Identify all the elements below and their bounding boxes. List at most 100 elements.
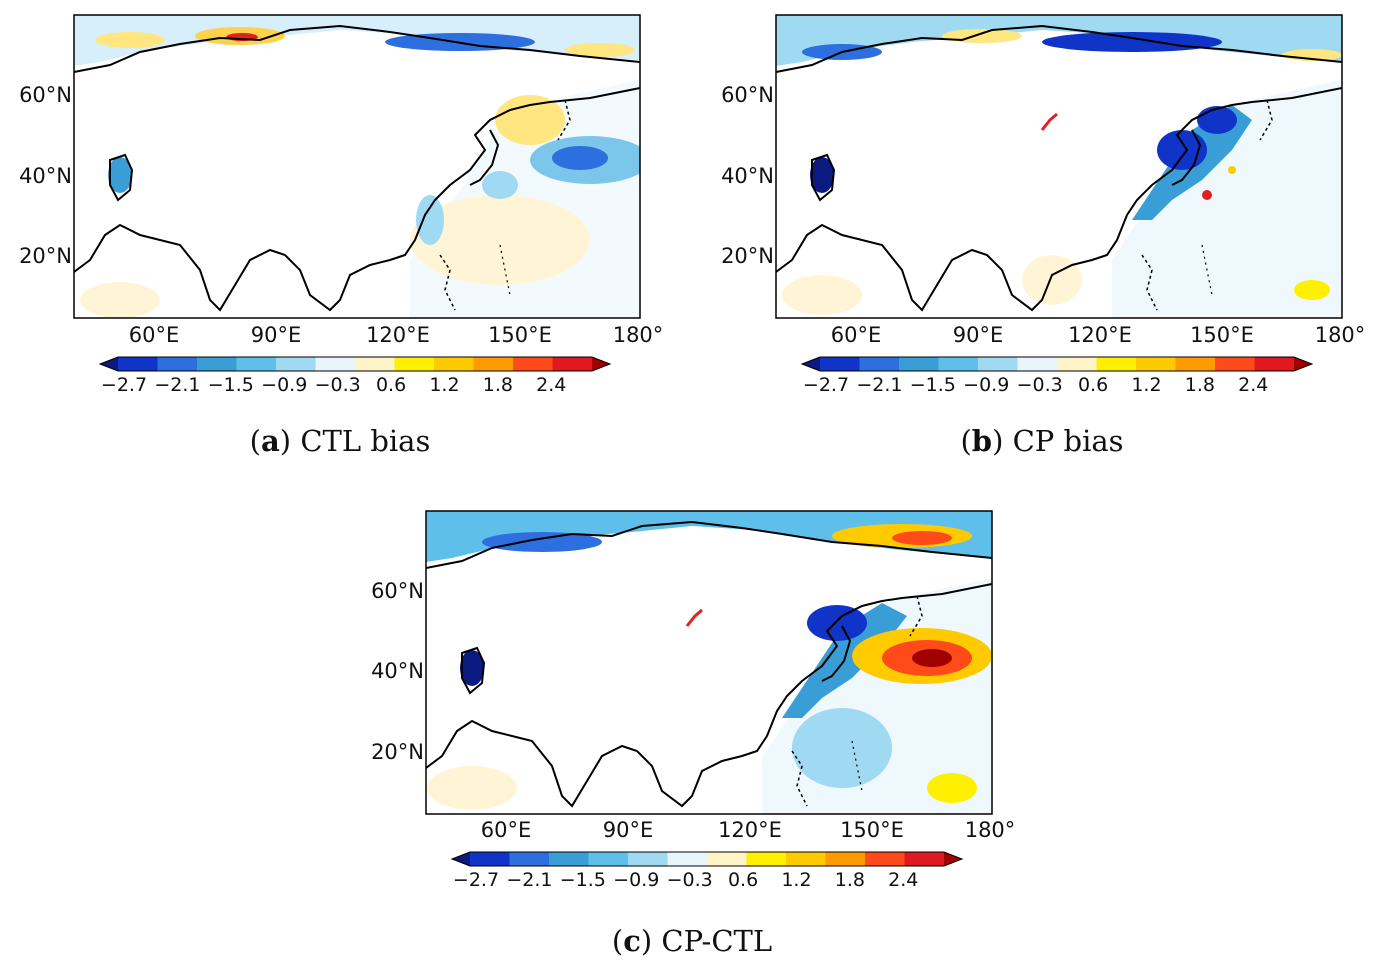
colorbar-extend-low bbox=[802, 357, 820, 371]
coastline bbox=[776, 87, 1342, 312]
caspian-anomaly bbox=[460, 650, 484, 686]
colorbar-segment bbox=[667, 852, 708, 866]
map-frame bbox=[73, 14, 641, 319]
y-tick-label: 40°N bbox=[19, 164, 72, 188]
warm-anomaly-patch bbox=[427, 766, 517, 810]
x-tick-label: 60°E bbox=[831, 323, 882, 347]
panel-letter: b bbox=[971, 424, 993, 458]
colorbar-tick-label: 2.4 bbox=[1238, 374, 1268, 396]
colorbar-segment bbox=[470, 852, 510, 866]
colorbar-segment bbox=[1096, 357, 1137, 371]
colorbar-segment bbox=[899, 357, 939, 371]
colorbar-segment bbox=[1057, 357, 1097, 371]
colorbar-segment bbox=[236, 357, 277, 371]
philippines-coast bbox=[791, 750, 808, 807]
x-tick-label: 150°E bbox=[840, 818, 904, 842]
panel-title: CTL bias bbox=[300, 424, 431, 458]
colorbar-tick-label: 1.2 bbox=[429, 374, 459, 396]
colorbar-segment bbox=[394, 357, 435, 371]
philippines-coast bbox=[1141, 254, 1158, 311]
colorbar-tick-label: 1.2 bbox=[1131, 374, 1161, 396]
caspian-anomaly bbox=[810, 157, 834, 193]
cold-anomaly-patch bbox=[792, 708, 892, 788]
colorbar-segment bbox=[786, 852, 826, 866]
warm-anomaly-patch bbox=[942, 29, 1022, 43]
arctic-anomaly bbox=[776, 15, 1342, 66]
y-tick-label: 40°N bbox=[371, 659, 424, 683]
y-tick-label: 60°N bbox=[371, 579, 424, 603]
panel-title: CP bias bbox=[1012, 424, 1124, 458]
colorbar-tick-label: 2.4 bbox=[536, 374, 566, 396]
colorbar-tick-label: −2.1 bbox=[856, 374, 902, 396]
kamchatka-coast bbox=[909, 595, 923, 637]
island-chain bbox=[1201, 244, 1213, 296]
kamchatka-coast bbox=[557, 99, 571, 141]
colorbar-segment bbox=[1136, 357, 1176, 371]
colorbar-segment bbox=[707, 852, 747, 866]
y-tick-label: 60°N bbox=[721, 83, 774, 107]
colorbar-tick-label: −0.9 bbox=[963, 374, 1009, 396]
colorbar-tick-label: 1.2 bbox=[781, 869, 811, 891]
colorbar-tick-label: −1.5 bbox=[910, 374, 956, 396]
colorbar-extend-high bbox=[1294, 357, 1312, 371]
panel-title: CP-CTL bbox=[661, 924, 773, 958]
panel-ctl-bias: 60°N 40°N 20°N 60°E 90°E 120°E 150°E 180… bbox=[10, 10, 670, 480]
colorbar-segment bbox=[315, 357, 356, 371]
japan-coast bbox=[821, 625, 852, 682]
colorbar-tick-label: 0.6 bbox=[728, 869, 758, 891]
colorbar-tick-label: 1.8 bbox=[483, 374, 513, 396]
colorbar-segment bbox=[825, 852, 866, 866]
colorbar-segment bbox=[1215, 357, 1255, 371]
colorbar-tick-label: −0.3 bbox=[1017, 374, 1063, 396]
colorbar-segment bbox=[549, 852, 589, 866]
x-tick-label: 120°E bbox=[366, 323, 430, 347]
x-tick-label: 150°E bbox=[1190, 323, 1254, 347]
colorbar-segment bbox=[1017, 357, 1058, 371]
caspian-coast bbox=[811, 153, 836, 202]
warm-anomaly-patch bbox=[565, 43, 635, 57]
colorbar-tick-label: −0.9 bbox=[261, 374, 307, 396]
colorbar-segment bbox=[157, 357, 198, 371]
panel-letter: c bbox=[623, 924, 641, 958]
map-area bbox=[426, 511, 992, 814]
colorbar-tick-label: −2.7 bbox=[453, 869, 499, 891]
hot-anomaly-patch bbox=[685, 608, 703, 627]
warm-anomaly-patch bbox=[1294, 280, 1330, 300]
colorbar-tick-label: −0.3 bbox=[667, 869, 713, 891]
colorbar-tick-label: 2.4 bbox=[888, 869, 918, 891]
panel-letter: a bbox=[260, 424, 280, 458]
colorbar-tick-label: −0.9 bbox=[613, 869, 659, 891]
colorbar-segment bbox=[588, 852, 629, 866]
x-tick-label: 90°E bbox=[953, 323, 1004, 347]
x-tick-label: 90°E bbox=[251, 323, 302, 347]
warm-anomaly-patch bbox=[1022, 255, 1082, 305]
colorbar-segment bbox=[938, 357, 979, 371]
arctic-anomaly bbox=[74, 15, 640, 66]
colorbar-segment bbox=[865, 852, 905, 866]
colorbar-tick-label: 1.8 bbox=[1185, 374, 1215, 396]
kamchatka-coast bbox=[1259, 99, 1273, 141]
philippines-coast bbox=[439, 254, 456, 311]
coastline bbox=[74, 24, 640, 73]
colorbar-tick-label: −2.7 bbox=[101, 374, 147, 396]
colorbar-outline bbox=[800, 356, 1314, 372]
colorbar-segment bbox=[509, 852, 550, 866]
caspian-coast bbox=[461, 646, 486, 695]
colorbar-tick-label: −2.1 bbox=[506, 869, 552, 891]
colorbar-extend-low bbox=[100, 357, 118, 371]
panel-caption: (a) CTL bias bbox=[249, 424, 431, 458]
coastline bbox=[74, 87, 640, 312]
island-chain bbox=[851, 740, 863, 792]
warm-anomaly-patch bbox=[782, 275, 862, 315]
cold-anomaly-patch bbox=[552, 146, 608, 170]
colorbar-segment bbox=[746, 852, 787, 866]
warm-anomaly-patch bbox=[927, 773, 977, 803]
colorbar-tick-label: −2.7 bbox=[803, 374, 849, 396]
colorbar-segment bbox=[820, 357, 860, 371]
map-figure: 60°N 40°N 20°N 60°E 90°E 120°E 150°E 180… bbox=[371, 510, 1015, 891]
colorbar-segment bbox=[978, 357, 1018, 371]
warm-anomaly-patch bbox=[95, 32, 165, 48]
japan-coast bbox=[1171, 129, 1202, 186]
warm-anomaly-patch bbox=[80, 282, 160, 318]
cold-anomaly-patch bbox=[1197, 106, 1237, 134]
